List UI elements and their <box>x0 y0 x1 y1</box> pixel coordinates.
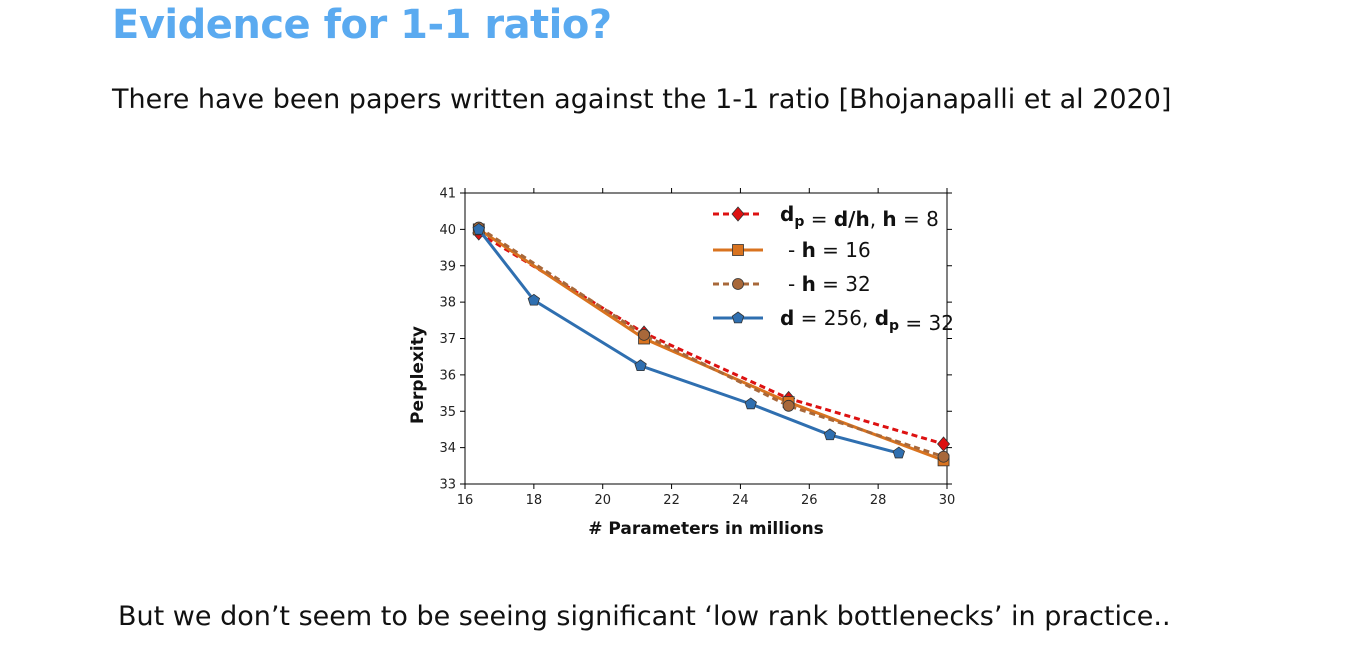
x-tick-label: 30 <box>939 493 956 508</box>
y-tick-label: 35 <box>439 405 456 420</box>
legend-marker-2 <box>732 244 744 256</box>
x-tick-label: 16 <box>457 493 474 508</box>
legend-entry-2: - h = 16 <box>788 238 871 262</box>
series-3-point <box>638 328 650 341</box>
series-4-point <box>744 397 757 410</box>
series-3-point <box>782 399 795 412</box>
series-4-point <box>823 428 837 441</box>
x-tick-label: 26 <box>801 493 818 508</box>
legend-marker-1 <box>731 206 745 222</box>
legend-entry-4: d = 256, dp = 32 <box>780 306 954 335</box>
y-tick-label: 36 <box>439 368 456 383</box>
slide-subtitle: There have been papers written against t… <box>112 84 1172 115</box>
x-axis-label: # Parameters in millions <box>588 519 824 539</box>
plot-frame <box>464 192 948 485</box>
legend-marker-3 <box>732 278 744 290</box>
series-line-4 <box>477 228 900 455</box>
series-line-2 <box>477 228 945 462</box>
y-tick-label: 40 <box>439 223 456 238</box>
series-4-point <box>472 222 485 235</box>
y-tick-label: 33 <box>439 478 456 493</box>
legend-entry-3: - h = 32 <box>788 272 871 296</box>
legend-marker-4 <box>731 311 745 324</box>
y-tick-label: 34 <box>439 441 456 456</box>
y-tick-label: 38 <box>439 296 456 311</box>
series-1-point <box>937 436 951 452</box>
slide-footer: But we don’t seem to be seeing significa… <box>118 601 1171 632</box>
x-tick-label: 28 <box>870 493 887 508</box>
x-tick-label: 22 <box>663 493 680 508</box>
y-tick-label: 41 <box>439 187 456 202</box>
x-tick-label: 20 <box>594 493 611 508</box>
chart-legend: dp = d/h, h = 8 - h = 16 - h = 32 d = 256, … <box>713 202 954 335</box>
y-tick-label: 39 <box>439 259 456 274</box>
series-4-point <box>634 359 647 372</box>
x-tick-label: 24 <box>732 493 749 508</box>
series-line-1 <box>478 231 945 446</box>
y-tick-label: 37 <box>439 332 456 347</box>
x-tick-label: 18 <box>526 493 543 508</box>
series-3-point <box>937 450 950 463</box>
legend-entry-1: dp = d/h, h = 8 <box>780 202 939 231</box>
y-axis-label: Perplexity <box>408 326 428 424</box>
slide-title: Evidence for 1-1 ratio? <box>112 2 612 48</box>
perplexity-chart: 16 18 20 22 24 26 28 30 33 34 35 36 37 38 39 40 41 dp = d… <box>408 187 956 540</box>
series-4-point <box>527 293 541 306</box>
series-4-point <box>892 446 905 459</box>
